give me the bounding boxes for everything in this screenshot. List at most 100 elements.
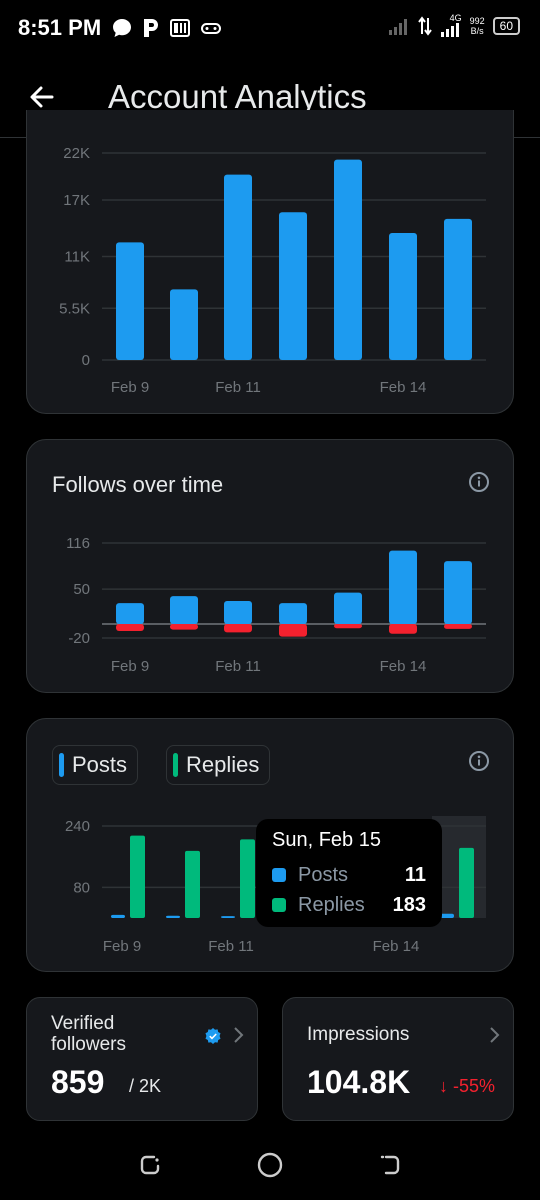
legend-posts-label: Posts xyxy=(72,752,128,777)
follows-lost-bar xyxy=(389,624,417,634)
net-speed-value: 992 xyxy=(469,15,485,26)
y-tick-label: 22K xyxy=(63,145,90,162)
replies-bar xyxy=(459,847,474,918)
follows-gained-bar xyxy=(170,596,198,625)
follows-gained-bar xyxy=(334,592,362,625)
back-nav-icon[interactable] xyxy=(377,1152,403,1178)
tooltip-posts-value: 11 xyxy=(404,863,426,886)
y-tick-label: 11K xyxy=(64,249,90,266)
network-type: 4G xyxy=(449,13,462,23)
chat-bubble-icon xyxy=(113,19,132,37)
impressions-bar xyxy=(116,242,144,360)
verified-followers-card[interactable]: Verified followers 859 / 2K xyxy=(26,997,258,1121)
replies-bar xyxy=(240,839,255,918)
data-transfer-icon xyxy=(417,15,432,36)
legend-replies-label: Replies xyxy=(186,752,260,777)
verified-followers-total: / 2K xyxy=(129,1076,162,1096)
posts-swatch xyxy=(59,753,64,777)
y-tick-label: 5.5K xyxy=(59,300,90,317)
x-tick-label: Feb 9 xyxy=(111,379,149,396)
recent-apps-icon[interactable] xyxy=(137,1152,163,1178)
tooltip-replies-label: Replies xyxy=(298,893,365,916)
verified-followers-label: Verified followers xyxy=(51,1013,126,1055)
impressions-chart-card xyxy=(26,110,514,414)
follows-lost-bar xyxy=(334,624,362,629)
posts-bar xyxy=(111,914,125,918)
impressions-card[interactable]: Impressions 104.8K ↓ -55% xyxy=(282,997,514,1121)
follows-gained-bar xyxy=(279,603,307,625)
impressions-bar xyxy=(444,218,472,360)
impressions-bar xyxy=(170,289,198,360)
impressions-label: Impressions xyxy=(307,1024,410,1045)
x-tick-label: Feb 14 xyxy=(380,379,427,396)
home-icon[interactable] xyxy=(256,1151,284,1179)
legend-posts-toggle[interactable]: Posts xyxy=(52,745,139,785)
y-tick-label: 50 xyxy=(73,581,90,598)
y-tick-label: 80 xyxy=(73,879,90,896)
back-button[interactable] xyxy=(0,56,84,138)
follows-lost-bar xyxy=(224,624,252,633)
chevron-right-icon xyxy=(490,1027,500,1043)
follows-chart-card: Follows over time xyxy=(26,439,514,693)
tooltip-posts-label: Posts xyxy=(298,863,349,886)
tooltip-replies-row: Replies 183 xyxy=(272,890,426,920)
replies-bar xyxy=(130,835,145,918)
legend-replies-toggle[interactable]: Replies xyxy=(166,745,271,785)
follows-lost-bar xyxy=(444,624,472,629)
impressions-bar xyxy=(224,174,252,360)
signal-4g: 4G xyxy=(440,14,462,37)
follows-gained-bar xyxy=(116,603,144,625)
tooltip-replies-value: 183 xyxy=(392,893,426,916)
p-app-icon xyxy=(144,19,159,37)
tooltip-replies-swatch xyxy=(272,898,286,912)
impressions-bar xyxy=(389,232,417,360)
x-tick-label: Feb 14 xyxy=(373,938,420,955)
y-tick-label: -20 xyxy=(68,630,90,647)
gamepad-icon xyxy=(201,23,222,34)
signal-weak-icon xyxy=(388,18,407,35)
x-tick-label: Feb 11 xyxy=(215,379,261,396)
follows-bar-chart[interactable]: -20 50 116 Feb 9 Feb 11 Feb 14 xyxy=(0,0,540,700)
net-speed: 992 B/s xyxy=(470,16,485,36)
x-tick-label: Feb 14 xyxy=(380,658,427,675)
replies-swatch xyxy=(173,753,178,777)
replies-bar xyxy=(185,850,200,918)
impressions-bar xyxy=(279,212,307,360)
x-tick-label: Feb 11 xyxy=(215,658,261,675)
follows-gained-bar xyxy=(389,550,417,625)
status-time: 8:51 PM xyxy=(18,15,102,40)
chevron-right-icon xyxy=(234,1027,244,1043)
posts-bar xyxy=(440,913,454,918)
tooltip-posts-swatch xyxy=(272,868,286,882)
tooltip-posts-row: Posts 11 xyxy=(272,860,426,890)
y-tick-label: 240 xyxy=(65,818,90,835)
verified-badge-icon xyxy=(205,1028,221,1044)
info-icon[interactable] xyxy=(468,471,490,493)
impressions-change: ↓ -55% xyxy=(439,1076,496,1096)
posts-bar xyxy=(221,916,235,918)
news-app-icon xyxy=(170,19,191,37)
app-header: Account Analytics xyxy=(0,56,540,138)
signal-strong-icon xyxy=(440,23,459,37)
follows-gained-bar xyxy=(444,561,472,625)
system-icons: 4G 992 B/s 60 xyxy=(388,14,520,37)
follows-lost-bar xyxy=(116,624,144,632)
follows-chart-title: Follows over time xyxy=(52,472,224,497)
follows-gained-bar xyxy=(224,600,252,625)
back-arrow-icon xyxy=(30,86,54,107)
y-tick-label: 116 xyxy=(66,535,90,552)
notification-icons xyxy=(111,17,223,39)
follows-lost-bar xyxy=(170,624,198,630)
follows-lost-bar xyxy=(279,624,307,637)
impressions-value: 104.8K xyxy=(307,1064,411,1100)
posts-bar xyxy=(166,915,180,918)
impressions-bar xyxy=(334,159,362,360)
info-icon[interactable] xyxy=(468,750,490,772)
impressions-bar-chart[interactable]: 0 5.5K 11K 17K 22K Feb 9 Feb 11 Feb 14 xyxy=(0,0,540,420)
chart-tooltip: Sun, Feb 15 Posts 11 Replies 183 xyxy=(256,819,442,927)
x-tick-label: Feb 11 xyxy=(208,938,254,955)
net-speed-unit: B/s xyxy=(470,25,484,36)
x-tick-label: Feb 9 xyxy=(111,658,149,675)
y-tick-label: 0 xyxy=(82,352,90,369)
status-bar: 8:51 PM 4G 992 B/s 60 xyxy=(0,0,540,56)
